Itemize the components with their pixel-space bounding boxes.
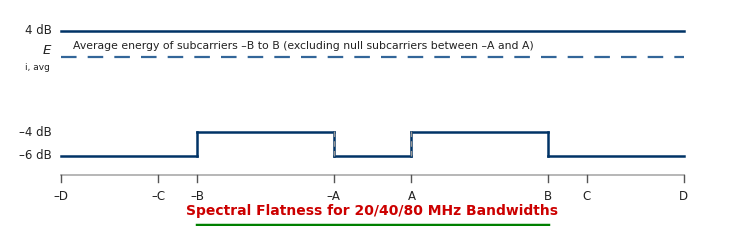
Text: B: B — [544, 190, 552, 203]
Text: E: E — [43, 44, 51, 57]
Text: Spectral Flatness for 20/40/80 MHz Bandwidths: Spectral Flatness for 20/40/80 MHz Bandw… — [186, 204, 559, 218]
Text: –6 dB: –6 dB — [19, 149, 51, 162]
Text: A: A — [408, 190, 416, 203]
Text: 4 dB: 4 dB — [25, 25, 51, 37]
Text: –B: –B — [191, 190, 204, 203]
Text: D: D — [679, 190, 688, 203]
Text: –C: –C — [151, 190, 165, 203]
Text: C: C — [583, 190, 591, 203]
Text: –D: –D — [54, 190, 69, 203]
Text: –4 dB: –4 dB — [19, 126, 51, 139]
Text: Average energy of subcarriers –B to B (excluding null subcarriers between –A and: Average energy of subcarriers –B to B (e… — [73, 41, 533, 51]
Text: i, avg: i, avg — [25, 63, 49, 72]
Text: –A: –A — [326, 190, 340, 203]
